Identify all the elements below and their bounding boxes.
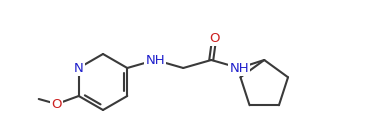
Text: NH: NH	[146, 53, 165, 66]
Text: O: O	[209, 32, 220, 45]
Text: O: O	[52, 97, 62, 110]
Text: N: N	[74, 61, 84, 74]
Text: NH: NH	[230, 61, 249, 74]
